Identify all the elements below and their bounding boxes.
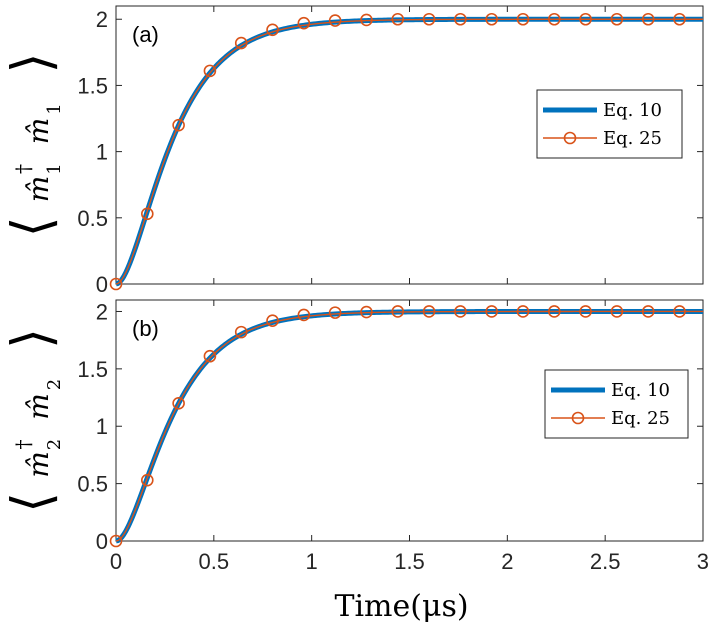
legend-box [536,89,683,159]
series-eq25-point [141,207,154,221]
series-eq25-point [516,305,530,318]
series-eq25-point [641,305,655,318]
y-tick-label: 2 [96,299,108,324]
y-label-m-second: m̂ [22,118,55,145]
x-tick-label: 1.5 [394,549,425,574]
y-tick-label: 0 [96,272,108,297]
series-eq25-point [547,305,561,318]
series-eq25-point [297,308,311,322]
series-eq25-point [266,23,279,37]
x-tick-label: 2.5 [590,549,621,574]
y-label-dagger: † [11,440,35,450]
y-label-m-first: m̂ [22,451,55,478]
y-label-bracket-left: ⟨ [0,492,63,513]
y-tick-label: 2 [96,7,108,32]
series-eq25-point [234,36,248,50]
y-label-dagger: † [11,164,35,174]
series-eq25-point [547,12,561,26]
y-tick-label: 0 [96,529,108,554]
x-tick-label: 3 [697,549,709,574]
legend-box [544,369,689,439]
panel-b: 0 0.5 1 1.5 2 2.5 3 0 0.5 1 1.5 2 (b) Eq. 10 Eq. 25 ⟨ ⟩ m… [0,299,709,624]
y-tick-label: 1.5 [77,357,108,382]
legend-eq25-marker [563,131,577,145]
x-tick-label: 0.5 [199,549,230,574]
y-tick-label: 1.5 [77,73,108,98]
y-axis-label: ⟨⟩m̂† 1m̂1⟨m̂1†m̂1⟩ [0,52,65,237]
y-axis-label: ⟨⟩m̂† 2m̂2⟨m̂2†m̂2⟩ [0,328,65,513]
legend-eq25-label: Eq. 25 [603,128,662,149]
y-label-bracket-right: ⟩ [0,328,63,349]
series-eq25-point [297,16,311,30]
series-eq25-line [115,310,703,542]
series-eq25-point [485,12,498,26]
series-eq25-point [360,305,373,319]
x-tick-label: 0 [110,549,122,574]
series-eq25-point [266,314,279,327]
y-label-sub-second: 2 [44,379,65,390]
series-eq25-point [360,13,373,27]
series-eq25-line [115,18,703,285]
y-label-m-first: m̂ [22,176,55,203]
legend: Eq. 10 Eq. 25 [536,89,683,159]
y-tick-label: 0.5 [77,206,108,231]
series-eq25-point [610,12,624,26]
panel-label: (b) [132,316,159,341]
legend-eq25-label: Eq. 25 [611,408,670,429]
series-eq25-point [610,305,624,318]
y-tick-label: 1 [96,414,108,439]
series-eq25-point [109,534,123,548]
y-label-bracket-left: ⟨ [0,216,63,237]
y-label-sub-first: 1 [44,163,65,174]
series-eq25-point [422,12,436,26]
x-tick-label: 2 [501,549,513,574]
series-eq25-point [485,305,498,318]
y-label-m-second: m̂ [22,393,55,420]
series-eq25-point [673,305,686,318]
series-eq25-point [109,277,123,291]
x-axis-title: Time(μs) [334,589,468,624]
y-label-sub-second: 1 [44,103,65,114]
series-eq25-point [328,306,342,319]
series-eq25-point [234,325,248,339]
series-eq25-point [328,14,342,27]
series-eq25-point [203,349,217,363]
series-eq25-point [579,12,592,26]
series-eq25-point [641,12,655,26]
series-eq25-point [172,118,185,132]
legend: Eq. 10 Eq. 25 [544,369,689,439]
series-eq25-point [454,305,467,318]
series-eq25-point [579,305,592,318]
series-eq25-point [391,12,405,26]
y-label-sub-first: 2 [44,439,65,450]
series-eq25-point [391,305,405,318]
series-eq25-point [141,473,154,487]
series-eq25-point [673,12,686,26]
x-tick-label: 1 [306,549,318,574]
legend-eq10-label: Eq. 10 [611,380,670,401]
y-label-bracket-right: ⟩ [0,52,63,73]
y-tick-label: 1 [96,140,108,165]
legend-eq25-marker [571,411,585,425]
legend-eq10-label: Eq. 10 [603,100,662,121]
series-eq25-point [516,12,530,26]
panel-label: (a) [132,22,159,47]
series-eq25-point [172,396,185,410]
series-eq25-point [422,305,436,318]
series-eq25-point [203,64,217,78]
y-tick-label: 0.5 [77,472,108,497]
series-eq25-point [454,12,467,26]
